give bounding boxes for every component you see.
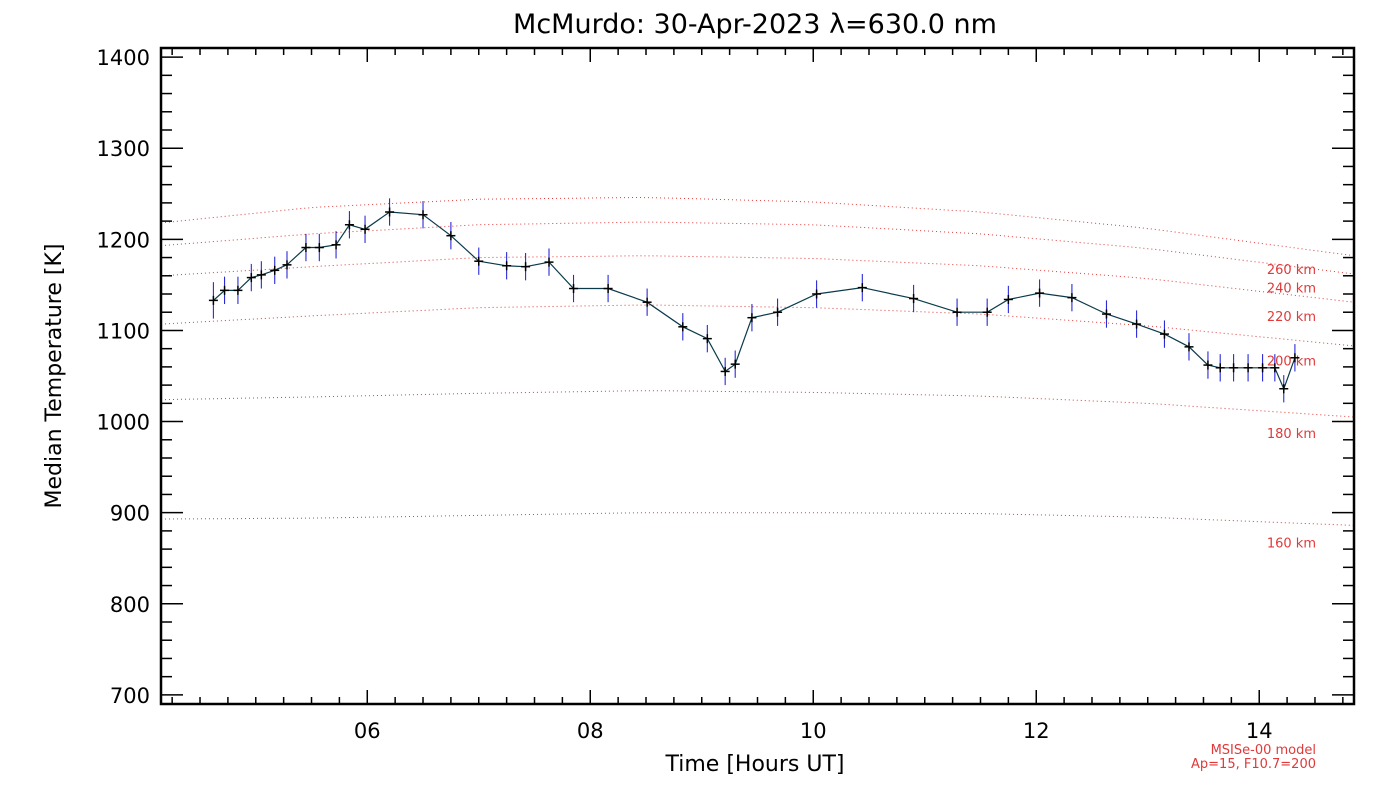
model-note-line-1: MSISe-00 model bbox=[1211, 743, 1316, 758]
y-tick-label: 1300 bbox=[97, 137, 150, 161]
series-line bbox=[213, 211, 1296, 391]
data-point bbox=[418, 210, 428, 220]
model-label-240-km: 240 km bbox=[1267, 281, 1316, 296]
model-curve-200-km bbox=[160, 304, 1355, 347]
data-point bbox=[1290, 353, 1300, 363]
data-point bbox=[360, 224, 370, 234]
model-note-line-2: Ap=15, F10.7=200 bbox=[1191, 757, 1316, 772]
data-point bbox=[1203, 360, 1213, 370]
x-tick-label: 14 bbox=[1246, 719, 1273, 743]
data-point bbox=[314, 243, 324, 253]
data-point bbox=[1270, 363, 1280, 373]
data-point bbox=[642, 297, 652, 307]
model-label-180-km: 180 km bbox=[1267, 427, 1316, 442]
data-point bbox=[521, 262, 531, 272]
data-point bbox=[909, 294, 919, 304]
data-point bbox=[1229, 363, 1239, 373]
model-curve-180-km bbox=[160, 390, 1355, 418]
data-point bbox=[730, 359, 740, 369]
model-label-160-km: 160 km bbox=[1267, 537, 1316, 552]
model-curve-240-km bbox=[160, 221, 1355, 275]
model-curve-220-km bbox=[160, 255, 1355, 303]
x-tick-label: 12 bbox=[1023, 719, 1050, 743]
data-point bbox=[233, 285, 243, 295]
data-point bbox=[1003, 294, 1013, 304]
data-point bbox=[603, 284, 613, 294]
data-point bbox=[331, 240, 341, 250]
x-tick-label: 08 bbox=[577, 719, 604, 743]
data-point bbox=[678, 322, 688, 332]
data-point bbox=[1067, 293, 1077, 303]
model-curve-260-km bbox=[160, 196, 1355, 257]
data-point bbox=[474, 256, 484, 266]
data-point bbox=[1215, 363, 1225, 373]
data-point bbox=[344, 220, 354, 230]
y-tick-label: 1200 bbox=[97, 228, 150, 252]
data-point bbox=[270, 265, 280, 275]
x-tick-label: 06 bbox=[354, 719, 381, 743]
y-tick-label: 1400 bbox=[97, 46, 150, 70]
model-curves-layer: 160 km 180 km 200 km 220 km 240 km 260 km bbox=[160, 196, 1355, 552]
data-point bbox=[1132, 319, 1142, 329]
y-tick-label: 700 bbox=[110, 684, 150, 708]
data-point bbox=[1279, 384, 1289, 394]
data-point bbox=[747, 313, 757, 323]
y-tick-label: 800 bbox=[110, 593, 150, 617]
y-tick-label: 1100 bbox=[97, 319, 150, 343]
data-point bbox=[256, 270, 266, 280]
data-point bbox=[773, 307, 783, 317]
data-point bbox=[812, 289, 822, 299]
data-point bbox=[1184, 342, 1194, 352]
x-axis: 06 08 10 12 14 bbox=[171, 48, 1344, 743]
data-point bbox=[1258, 363, 1268, 373]
chart-title: McMurdo: 30-Apr-2023 λ=630.0 nm bbox=[513, 9, 997, 40]
y-axis: 700 800 900 1000 1100 1200 1300 1400 bbox=[97, 46, 1354, 708]
y-tick-label: 900 bbox=[110, 502, 150, 526]
series-layer bbox=[208, 198, 1300, 403]
model-curve-160-km bbox=[160, 512, 1355, 526]
x-tick-label: 10 bbox=[800, 719, 827, 743]
data-point bbox=[301, 243, 311, 253]
data-point bbox=[982, 307, 992, 317]
data-point bbox=[952, 307, 962, 317]
model-label-220-km: 220 km bbox=[1267, 310, 1316, 325]
data-point bbox=[1035, 288, 1045, 298]
data-point bbox=[1101, 309, 1111, 319]
data-point bbox=[446, 231, 456, 241]
data-point bbox=[1159, 329, 1169, 339]
data-point bbox=[502, 261, 512, 271]
data-point bbox=[246, 273, 256, 283]
model-label-260-km: 260 km bbox=[1267, 263, 1316, 278]
y-axis-label: Median Temperature [K] bbox=[42, 244, 67, 509]
data-point bbox=[220, 285, 230, 295]
data-point bbox=[569, 284, 579, 294]
data-point bbox=[282, 260, 292, 270]
plot-frame bbox=[159, 46, 1356, 706]
y-tick-label: 1000 bbox=[97, 411, 150, 435]
x-axis-label: Time [Hours UT] bbox=[665, 752, 845, 777]
data-point bbox=[208, 295, 218, 305]
data-point bbox=[702, 334, 712, 344]
data-point bbox=[1243, 363, 1253, 373]
model-label-200-km: 200 km bbox=[1267, 355, 1316, 370]
data-point bbox=[385, 207, 395, 217]
data-point bbox=[720, 366, 730, 376]
data-point bbox=[544, 257, 554, 267]
data-point bbox=[857, 283, 867, 293]
